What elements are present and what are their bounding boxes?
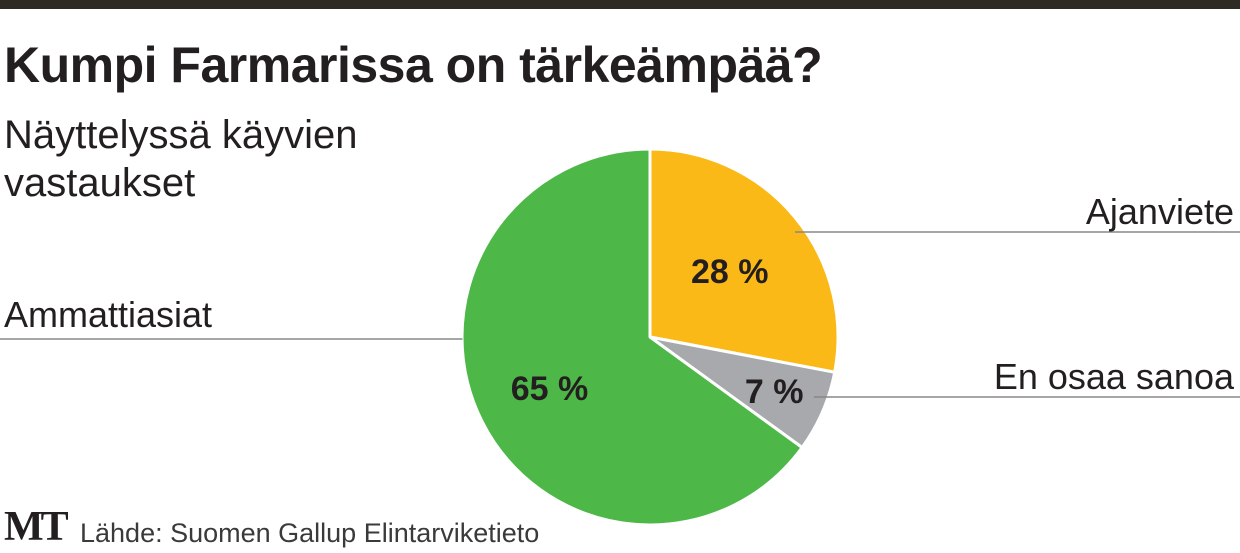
pie-slice-0 bbox=[648, 147, 840, 374]
pie-value-label-0: 28 % bbox=[691, 253, 769, 291]
chart-title: Kumpi Farmarissa on tärkeämpää? bbox=[4, 37, 823, 93]
pie-category-label-0: Ajanviete bbox=[1086, 191, 1234, 232]
pie-slice-2 bbox=[460, 147, 804, 527]
leader-lines bbox=[0, 231, 1240, 398]
pie-value-label-1: 7 % bbox=[745, 373, 804, 411]
pie-labels: 28 % Ajanviete 7 % En osaa sanoa 65 % Ammatti… bbox=[4, 191, 1235, 411]
source-note: Lähde: Suomen Gallup Elintarviketieto bbox=[80, 518, 540, 548]
pie-value-label-2: 65 % bbox=[511, 370, 589, 408]
pie-category-label-1: En osaa sanoa bbox=[994, 356, 1235, 397]
mt-logo: MT bbox=[4, 504, 69, 550]
top-bar bbox=[0, 0, 1240, 9]
pie-slices bbox=[460, 147, 840, 527]
chart-subtitle: Näyttelyssä käyvien vastaukset bbox=[4, 113, 358, 205]
pie-category-label-2: Ammattiasiat bbox=[4, 294, 212, 335]
